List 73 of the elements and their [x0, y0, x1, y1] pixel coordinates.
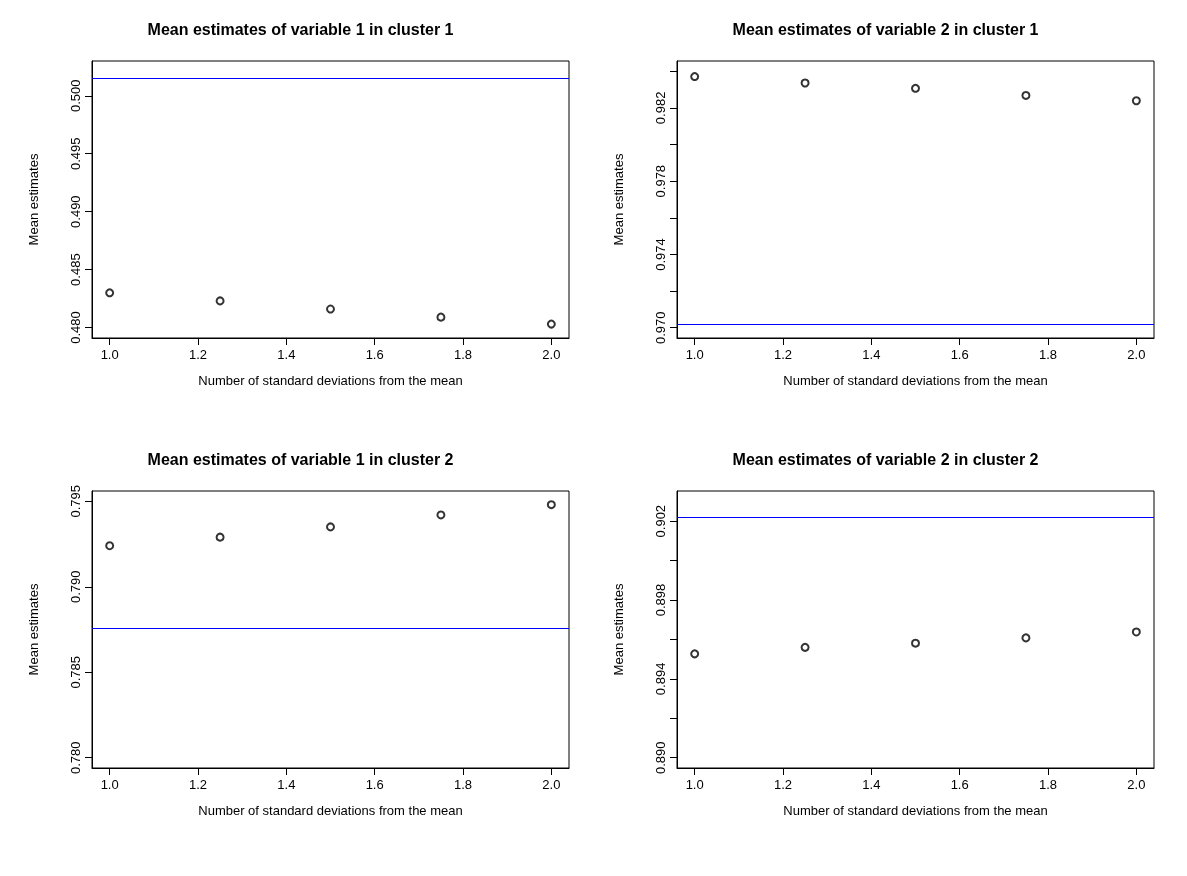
x-tick-label: 1.4 [277, 777, 296, 792]
x-tick-label: 1.6 [365, 347, 384, 362]
y-tick-label: 0.495 [68, 137, 83, 170]
x-tick-label: 2.0 [542, 347, 561, 362]
y-axis-title: Mean estimates [26, 153, 41, 246]
x-tick-label: 1.8 [1038, 347, 1058, 362]
point [800, 642, 810, 652]
point [215, 296, 225, 306]
x-tick-label: 1.0 [685, 347, 704, 362]
y-axis-title: Mean estimates [611, 153, 626, 246]
x-tick-label: 1.4 [277, 347, 296, 362]
x-tick-label: 1.8 [1038, 777, 1058, 792]
point [326, 522, 335, 532]
x-tick-label: 1.0 [100, 347, 119, 362]
y-tick-label: 0.982 [653, 91, 668, 125]
x-tick-label: 1.0 [100, 777, 119, 792]
y-tick-label: 0.970 [653, 311, 668, 345]
x-tick-label: 1.6 [950, 347, 969, 362]
x-tick-label: 1.2 [773, 347, 793, 362]
y-tick-label: 0.780 [68, 741, 83, 775]
x-axis-title: Number of standard deviations from the mean [198, 803, 463, 818]
y-tick-label: 0.978 [653, 164, 668, 198]
y-tick-label: 0.974 [653, 238, 668, 271]
point [436, 510, 446, 520]
chart-title: Mean estimates of variable 2 in cluster 1 [732, 20, 1039, 38]
point [1131, 96, 1141, 106]
x-axis-title: Number of standard deviations from the mean [198, 373, 463, 388]
y-tick-label: 0.894 [653, 662, 668, 696]
x-tick-label: 2.0 [542, 777, 561, 792]
y-tick-label: 0.890 [653, 741, 668, 775]
x-tick-label: 1.0 [685, 777, 704, 792]
point [326, 304, 335, 314]
point [436, 312, 446, 322]
point [546, 319, 556, 329]
chart-title: Mean estimates of variable 2 in cluster 2 [732, 450, 1039, 468]
point [546, 500, 556, 510]
x-tick-label: 1.6 [365, 777, 384, 792]
y-tick-label: 0.902 [653, 504, 668, 538]
chart-title: Mean estimates of variable 1 in cluster 1 [147, 20, 454, 38]
point [911, 638, 920, 648]
x-tick-label: 1.4 [862, 347, 881, 362]
point [911, 83, 920, 93]
y-tick-label: 0.790 [68, 570, 83, 604]
point [105, 541, 115, 551]
y-tick-label: 0.480 [68, 311, 83, 344]
y-axis-title: Mean estimates [26, 583, 41, 676]
point [1131, 627, 1141, 637]
y-tick-label: 0.795 [68, 484, 83, 518]
point [215, 532, 225, 542]
x-tick-label: 1.8 [453, 777, 473, 792]
x-axis-title: Number of standard deviations from the mean [783, 803, 1048, 818]
point [1021, 90, 1031, 100]
x-tick-label: 1.2 [188, 347, 208, 362]
y-tick-label: 0.785 [68, 655, 83, 689]
x-tick-label: 1.8 [453, 347, 473, 362]
x-axis-title: Number of standard deviations from the mean [783, 373, 1048, 388]
point [105, 288, 115, 298]
y-tick-label: 0.500 [68, 79, 83, 113]
point [690, 72, 700, 82]
y-axis-title: Mean estimates [611, 583, 626, 676]
point [800, 78, 810, 88]
y-tick-label: 0.898 [653, 583, 668, 617]
x-tick-label: 1.2 [188, 777, 208, 792]
y-tick-label: 0.490 [68, 195, 83, 228]
x-tick-label: 1.4 [862, 777, 881, 792]
point [1021, 633, 1031, 643]
x-tick-label: 2.0 [1127, 777, 1146, 792]
y-tick-label: 0.485 [68, 253, 83, 286]
x-tick-label: 2.0 [1127, 347, 1146, 362]
x-tick-label: 1.2 [773, 777, 793, 792]
x-tick-label: 1.6 [950, 777, 969, 792]
chart-title: Mean estimates of variable 1 in cluster 2 [147, 450, 454, 468]
point [690, 649, 700, 659]
